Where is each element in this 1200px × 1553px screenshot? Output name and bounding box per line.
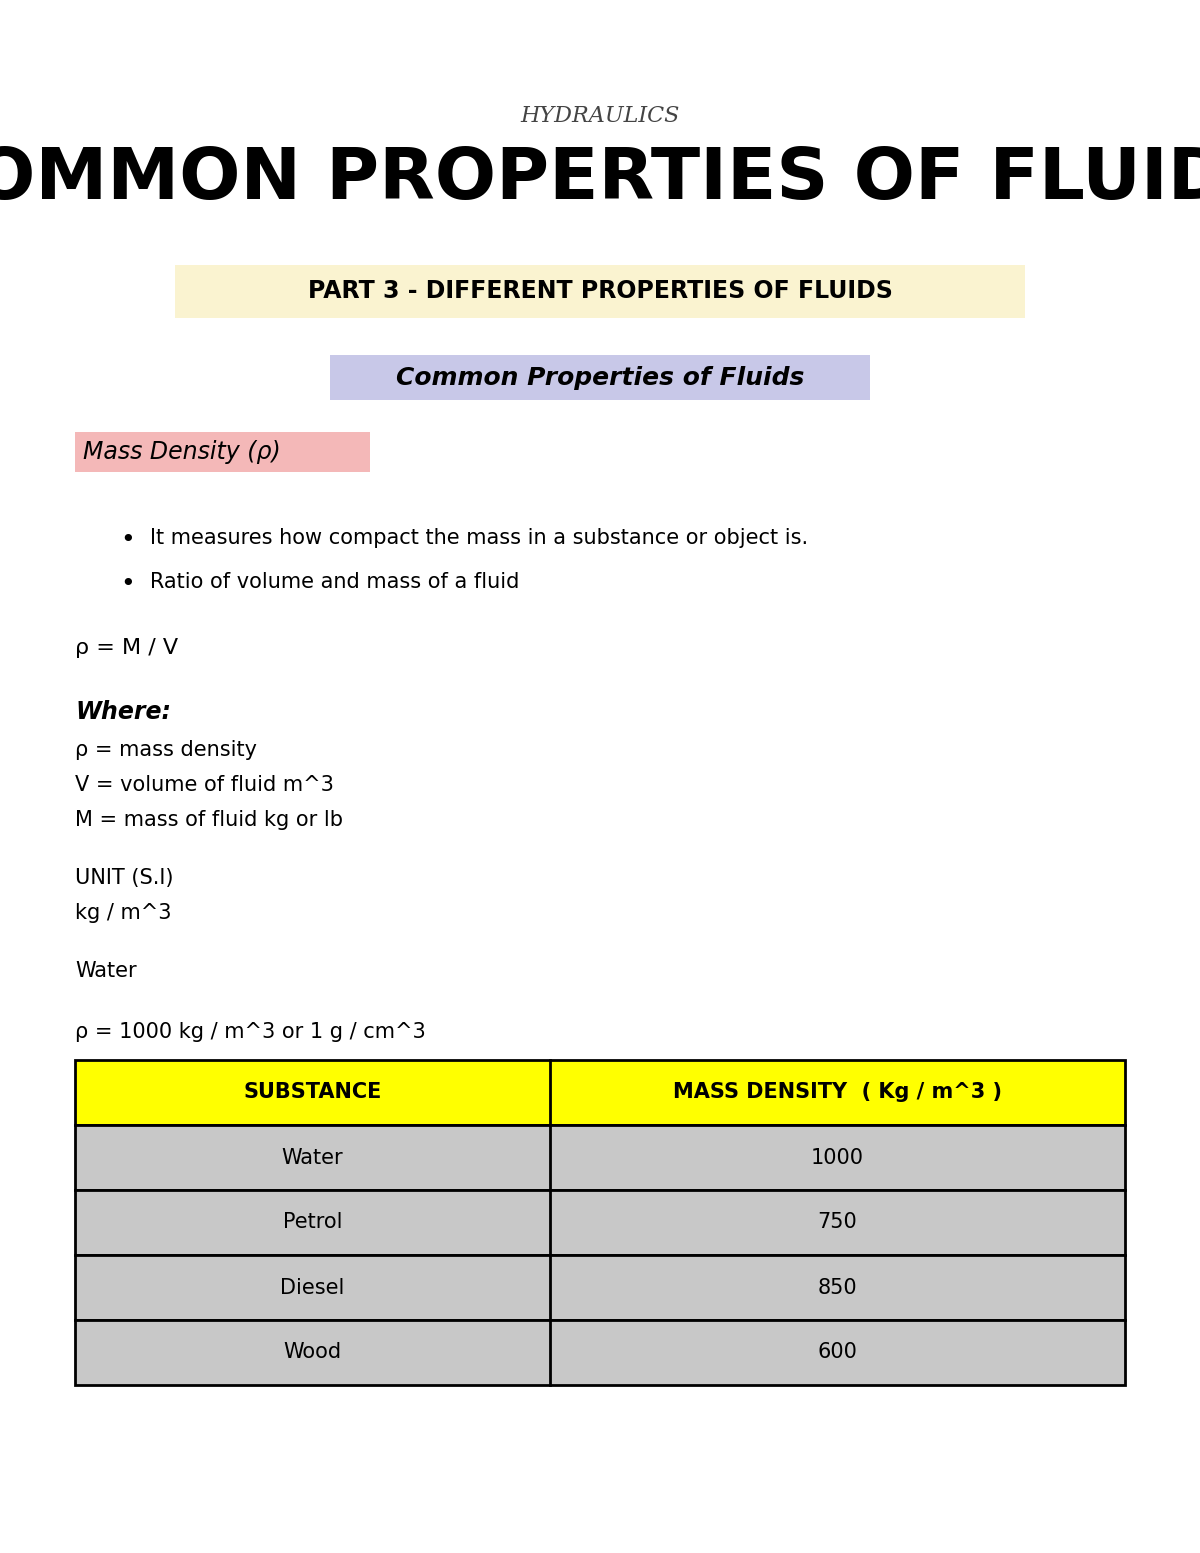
Text: 600: 600	[817, 1342, 858, 1362]
Text: COMMON PROPERTIES OF FLUIDS: COMMON PROPERTIES OF FLUIDS	[0, 144, 1200, 214]
Text: 850: 850	[817, 1278, 857, 1297]
Text: Diesel: Diesel	[281, 1278, 344, 1297]
Text: •: •	[120, 572, 134, 596]
Text: It measures how compact the mass in a substance or object is.: It measures how compact the mass in a su…	[150, 528, 808, 548]
Text: MASS DENSITY  ( Kg / m^3 ): MASS DENSITY ( Kg / m^3 )	[673, 1082, 1002, 1103]
Text: HYDRAULICS: HYDRAULICS	[521, 106, 679, 127]
Text: UNIT (S.I): UNIT (S.I)	[74, 868, 174, 888]
Text: ρ = 1000 kg / m^3 or 1 g / cm^3: ρ = 1000 kg / m^3 or 1 g / cm^3	[74, 1022, 426, 1042]
Text: Water: Water	[74, 961, 137, 981]
Bar	[74, 1190, 1126, 1255]
Text: SUBSTANCE: SUBSTANCE	[244, 1082, 382, 1103]
Text: V = volume of fluid m^3: V = volume of fluid m^3	[74, 775, 334, 795]
Bar	[74, 1124, 1126, 1190]
Text: Common Properties of Fluids: Common Properties of Fluids	[396, 365, 804, 390]
Text: Petrol: Petrol	[283, 1213, 342, 1233]
Bar	[330, 356, 870, 401]
Bar	[74, 1061, 1126, 1124]
Text: ρ = M / V: ρ = M / V	[74, 638, 178, 658]
Text: Mass Density (ρ): Mass Density (ρ)	[83, 439, 281, 464]
Text: PART 3 - DIFFERENT PROPERTIES OF FLUIDS: PART 3 - DIFFERENT PROPERTIES OF FLUIDS	[307, 280, 893, 303]
Bar	[74, 1320, 1126, 1385]
Bar	[175, 266, 1025, 318]
Text: kg / m^3: kg / m^3	[74, 902, 172, 922]
Text: •: •	[120, 528, 134, 551]
Bar	[74, 1255, 1126, 1320]
Text: Wood: Wood	[283, 1342, 342, 1362]
Text: Water: Water	[282, 1148, 343, 1168]
Text: Where:: Where:	[74, 700, 172, 724]
Bar	[74, 432, 370, 472]
Text: 1000: 1000	[811, 1148, 864, 1168]
Text: 750: 750	[817, 1213, 857, 1233]
Text: ρ = mass density: ρ = mass density	[74, 739, 257, 759]
Text: M = mass of fluid kg or lb: M = mass of fluid kg or lb	[74, 811, 343, 829]
Text: Ratio of volume and mass of a fluid: Ratio of volume and mass of a fluid	[150, 572, 520, 592]
